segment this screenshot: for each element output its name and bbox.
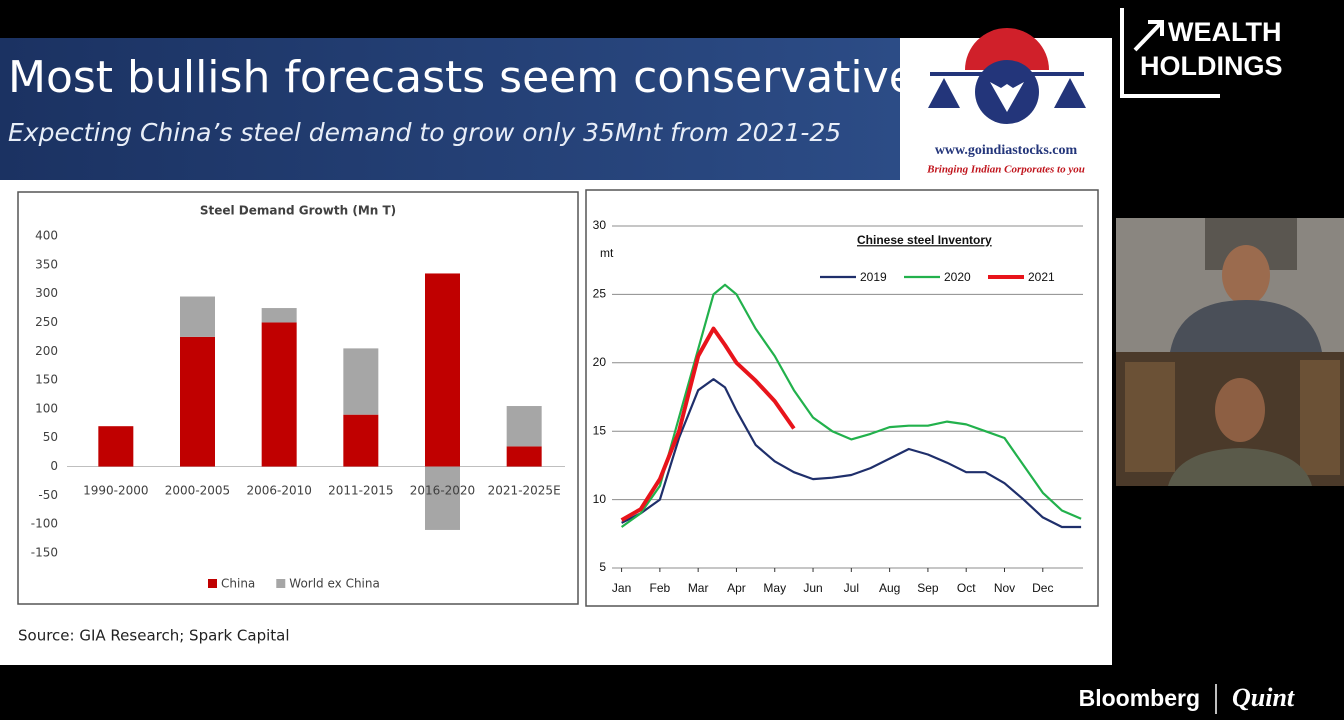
slide-title: Most bullish forecasts seem conservative <box>8 52 916 103</box>
x-tick-label: Jul <box>844 581 859 595</box>
bar-segment <box>261 322 297 467</box>
x-tick-label: 2021-2025E <box>488 484 561 498</box>
y-tick-label: 400 <box>35 229 58 243</box>
logo-tagline: Bringing Indian Corporates to you <box>926 164 1085 176</box>
series-line <box>620 326 796 522</box>
x-tick-label: 2006-2010 <box>246 484 311 498</box>
legend-label: 2021 <box>1028 270 1055 284</box>
brand-text: WEALTH <box>1168 17 1281 47</box>
x-tick-label: 2016-2020 <box>410 484 475 498</box>
y-tick-label: 350 <box>35 257 58 271</box>
slide-subtitle: Expecting China’s steel demand to grow o… <box>8 118 841 147</box>
y-tick-label: 25 <box>593 287 607 301</box>
x-tick-label: 1990-2000 <box>83 484 148 498</box>
chart-title: Steel Demand Growth (Mn T) <box>200 204 396 218</box>
chart-title: Chinese steel Inventory <box>857 233 992 247</box>
y-tick-label: 0 <box>50 459 58 473</box>
x-tick-label: Dec <box>1032 581 1053 595</box>
brand-text: HOLDINGS <box>1140 51 1283 81</box>
y-tick-label: 250 <box>35 315 58 329</box>
slide-header <box>0 38 900 180</box>
bar-segment <box>506 406 542 447</box>
legend-label: 2019 <box>860 270 887 284</box>
y-tick-label: 30 <box>593 218 607 232</box>
x-tick-label: May <box>763 581 786 595</box>
x-tick-label: Jun <box>803 581 822 595</box>
x-tick-label: 2000-2005 <box>165 484 230 498</box>
legend-label: 2020 <box>944 270 971 284</box>
logo-url: www.goindiastocks.com <box>935 143 1078 158</box>
legend-swatch <box>276 579 286 588</box>
y-tick-label: 20 <box>593 355 607 369</box>
x-tick-label: Aug <box>879 581 900 595</box>
y-tick-label: 300 <box>35 286 58 300</box>
x-tick-label: Feb <box>650 581 671 595</box>
x-tick-label: Nov <box>994 581 1015 595</box>
bar-segment <box>425 466 460 530</box>
y-axis-label: mt <box>600 246 614 260</box>
webcam-person <box>1170 300 1322 352</box>
footer-brand: Bloomberg <box>1079 685 1200 711</box>
bar-segment <box>343 348 379 415</box>
chart-frame <box>17 191 579 605</box>
x-tick-label: Apr <box>727 581 746 595</box>
y-tick-label: 5 <box>599 560 606 574</box>
webcam-detail <box>1125 362 1175 472</box>
source-note: Source: GIA Research; Spark Capital <box>18 627 290 645</box>
series-line <box>621 378 1082 529</box>
legend-label: China <box>221 577 255 591</box>
bar-segment <box>425 273 460 467</box>
bar-segment <box>506 446 542 467</box>
y-tick-label: 15 <box>593 423 607 437</box>
footer-brand: Quint <box>1232 683 1295 712</box>
y-tick-label: -50 <box>38 488 58 502</box>
bar-segment <box>98 426 134 467</box>
bar-segment <box>261 308 297 323</box>
bar-segment <box>180 336 215 467</box>
series-line <box>620 283 1082 528</box>
chart-frame <box>585 189 1099 607</box>
x-tick-label: Mar <box>688 581 709 595</box>
y-tick-label: 50 <box>43 430 58 444</box>
y-tick-label: 10 <box>593 492 607 506</box>
y-tick-label: 200 <box>35 344 58 358</box>
legend-label: World ex China <box>289 577 380 591</box>
webcam-person <box>1222 245 1270 305</box>
legend-swatch <box>208 579 217 588</box>
x-tick-label: Oct <box>957 581 976 595</box>
logo-emblem <box>928 28 1086 124</box>
webcam-detail <box>1300 360 1340 475</box>
y-tick-label: -150 <box>31 546 58 560</box>
webcam-person <box>1168 448 1312 486</box>
bar-segment <box>343 414 379 467</box>
x-tick-label: Sep <box>917 581 939 595</box>
x-tick-label: Jan <box>612 581 631 595</box>
brand-mark <box>1120 8 1220 98</box>
webcam-person <box>1215 378 1265 442</box>
y-tick-label: 100 <box>35 401 58 415</box>
y-tick-label: 150 <box>35 373 58 387</box>
bar-segment <box>180 296 215 337</box>
y-tick-label: -100 <box>31 517 58 531</box>
x-tick-label: 2011-2015 <box>328 484 393 498</box>
